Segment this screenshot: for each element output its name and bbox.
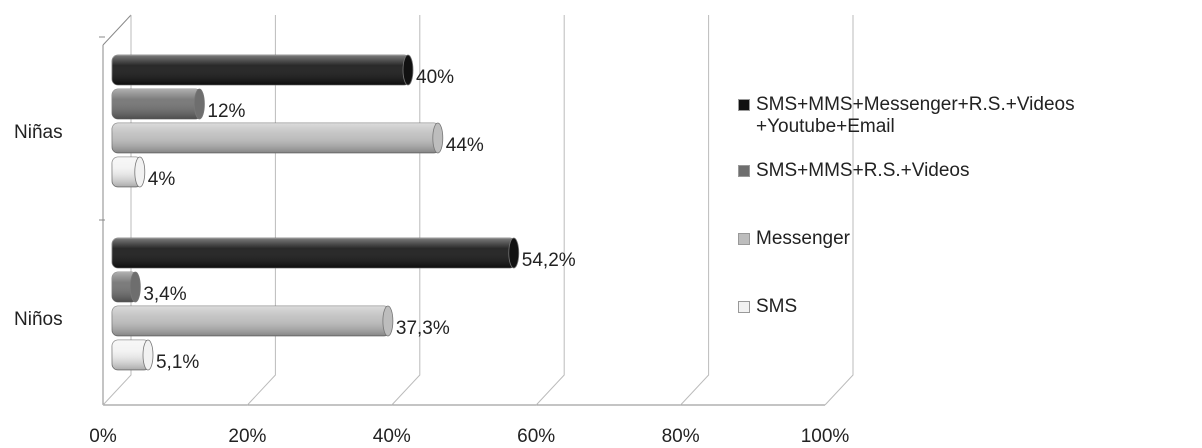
bar-shade — [112, 55, 410, 85]
bar-cap — [193, 88, 205, 120]
y-tick-label: Niñas — [14, 122, 63, 143]
x-tick-label: 40% — [373, 426, 411, 447]
x-tick-label: 80% — [662, 426, 700, 447]
data-label: 12% — [207, 101, 245, 122]
bar-shade — [112, 340, 150, 370]
x-tick-label: 100% — [801, 426, 850, 447]
x-tick-label: 0% — [89, 426, 117, 447]
data-label: 37,3% — [396, 318, 450, 339]
legend-label: SMS — [756, 296, 798, 317]
data-label: 3,4% — [143, 284, 186, 305]
bar-cap — [508, 237, 520, 269]
bar-shade — [112, 306, 390, 336]
y-tick-label: Niños — [14, 309, 63, 330]
legend-swatch — [738, 165, 750, 177]
bar-cap — [129, 271, 141, 303]
x-tick-label: 60% — [517, 426, 555, 447]
legend-swatch — [738, 99, 750, 111]
legend-swatch — [738, 301, 750, 313]
bar-cap — [382, 305, 394, 337]
legend-label: SMS+MMS+Messenger+R.S.+Videos +Youtube+E… — [756, 94, 1075, 137]
legend-item: SMS+MMS+Messenger+R.S.+Videos +Youtube+E… — [738, 94, 1075, 138]
data-label: 4% — [148, 169, 176, 190]
data-label: 44% — [446, 135, 484, 156]
bar-cap — [432, 122, 444, 154]
data-label: 5,1% — [156, 352, 199, 373]
y-axis-depth — [102, 14, 132, 46]
legend-label: Messenger — [756, 228, 850, 249]
legend-label: SMS+MMS+R.S.+Videos — [756, 160, 970, 181]
bar-cap — [134, 156, 146, 188]
data-label: 40% — [416, 67, 454, 88]
legend-item: SMS — [738, 296, 1038, 318]
bar-shade — [112, 238, 516, 268]
bar-cap — [142, 339, 154, 371]
data-label: 54,2% — [522, 250, 576, 271]
legend-item: Messenger — [738, 228, 1038, 250]
grid-line — [535, 15, 565, 406]
bar-shade — [112, 157, 142, 187]
x-tick-label: 20% — [228, 426, 266, 447]
bar-shade — [112, 123, 440, 153]
grid-line — [824, 15, 854, 406]
bar-cap — [402, 54, 414, 86]
bar-shade — [112, 89, 202, 119]
grid-line — [680, 15, 710, 406]
legend-swatch — [738, 233, 750, 245]
legend-item: SMS+MMS+R.S.+Videos — [738, 160, 1038, 182]
